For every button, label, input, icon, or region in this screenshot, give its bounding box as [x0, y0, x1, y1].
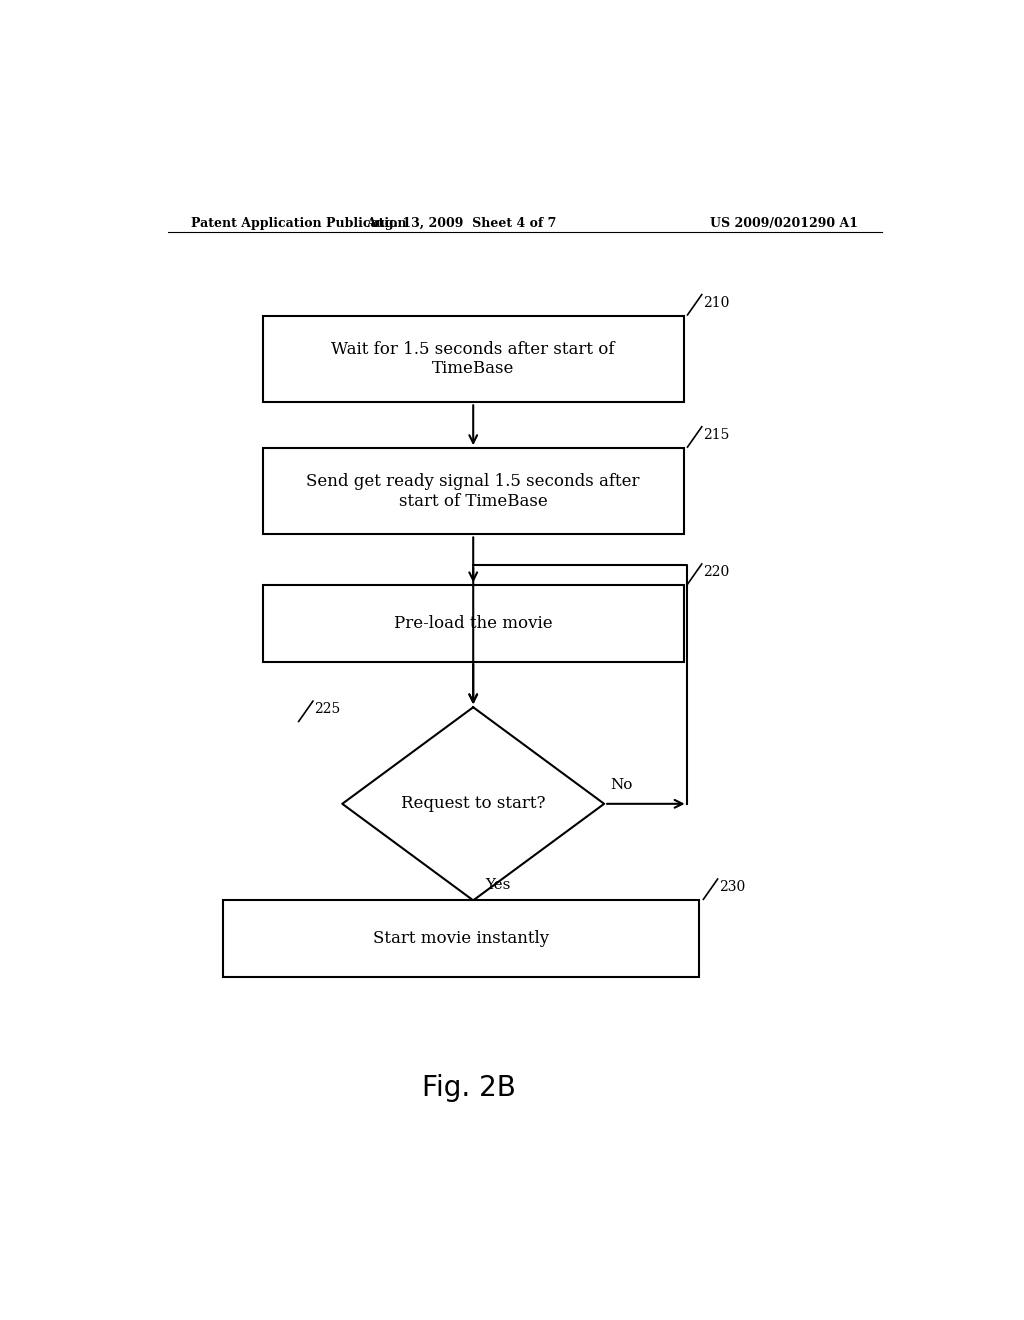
Bar — [263, 585, 684, 661]
Text: Fig. 2B: Fig. 2B — [422, 1074, 516, 1102]
Text: 215: 215 — [703, 428, 730, 442]
Text: Send get ready signal 1.5 seconds after
start of TimeBase: Send get ready signal 1.5 seconds after … — [306, 473, 640, 510]
Text: 230: 230 — [719, 880, 745, 894]
Text: Wait for 1.5 seconds after start of
TimeBase: Wait for 1.5 seconds after start of Time… — [332, 341, 615, 378]
Text: Aug. 13, 2009  Sheet 4 of 7: Aug. 13, 2009 Sheet 4 of 7 — [367, 216, 556, 230]
Text: US 2009/0201290 A1: US 2009/0201290 A1 — [710, 216, 858, 230]
Text: No: No — [610, 777, 633, 792]
Bar — [223, 900, 699, 977]
Text: Request to start?: Request to start? — [401, 796, 546, 812]
Text: Start movie instantly: Start movie instantly — [374, 931, 549, 946]
Text: Pre-load the movie: Pre-load the movie — [394, 615, 553, 632]
Text: 210: 210 — [703, 296, 730, 310]
Polygon shape — [342, 708, 604, 900]
Text: 220: 220 — [703, 565, 730, 579]
Text: 225: 225 — [314, 702, 341, 717]
Bar — [263, 447, 684, 535]
Text: Yes: Yes — [485, 878, 511, 892]
Text: Patent Application Publication: Patent Application Publication — [191, 216, 407, 230]
Bar — [263, 315, 684, 403]
